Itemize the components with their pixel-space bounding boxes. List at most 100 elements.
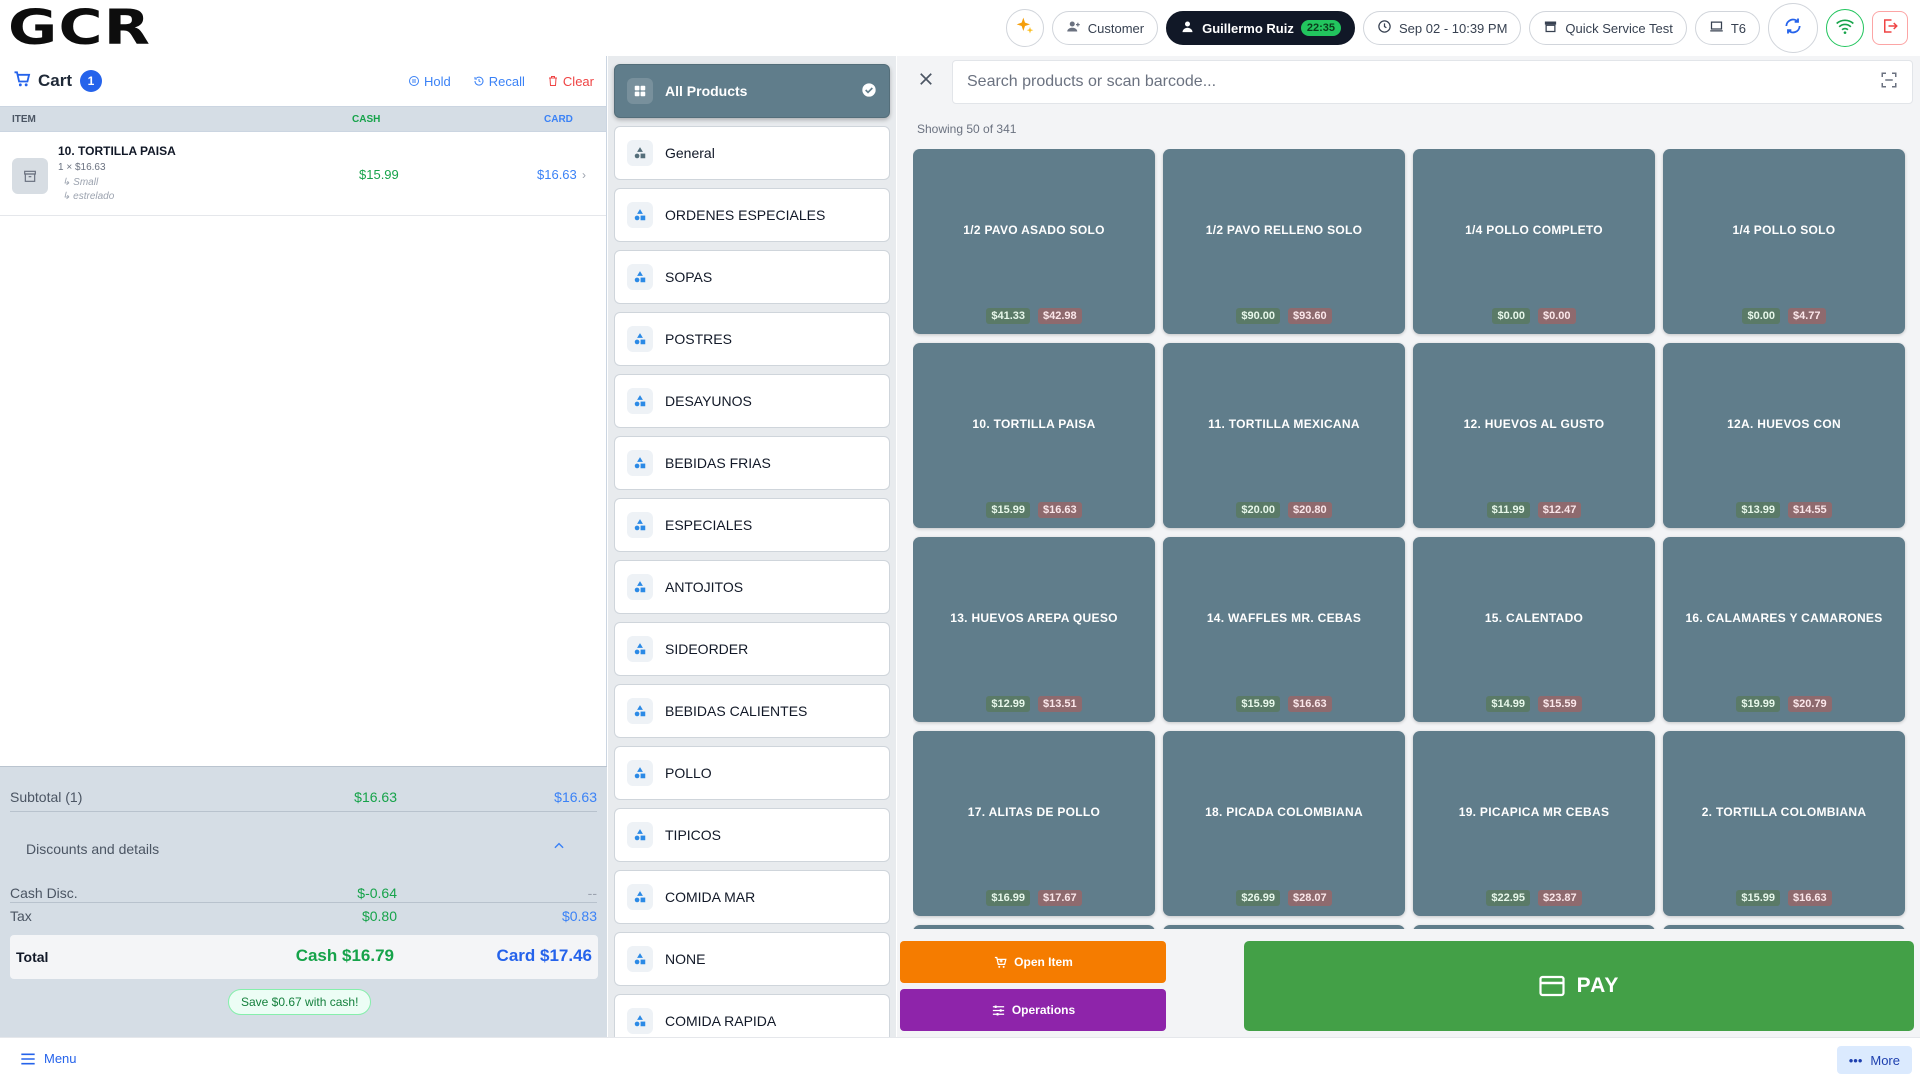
- product-tile[interactable]: [913, 925, 1155, 929]
- category-label: General: [665, 145, 715, 161]
- product-tile[interactable]: 11. TORTILLA MEXICANA $20.00 $20.80: [1163, 343, 1405, 528]
- customer-button[interactable]: Customer: [1051, 11, 1159, 45]
- product-prices: $14.99 $15.59: [1413, 696, 1655, 712]
- store-button[interactable]: Quick Service Test: [1529, 11, 1687, 45]
- product-cash-price: $12.99: [986, 696, 1030, 712]
- operations-button[interactable]: Operations: [900, 989, 1166, 1031]
- product-cash-price: $0.00: [1742, 308, 1780, 324]
- top-actions: Customer Guillermo Ruiz 22:35 Sep 02 - 1…: [1005, 3, 1912, 53]
- hold-button[interactable]: Hold: [408, 74, 451, 89]
- product-name: 16. CALAMARES Y CAMARONES: [1685, 611, 1883, 625]
- category-item[interactable]: POSTRES: [614, 312, 890, 366]
- product-tile[interactable]: 2. TORTILLA COLOMBIANA $15.99 $16.63: [1663, 731, 1905, 916]
- product-name: 13. HUEVOS AREPA QUESO: [950, 611, 1118, 625]
- cart-line-item[interactable]: 10. TORTILLA PAISA 1 × $16.63 ↳ Small ↳ …: [0, 132, 606, 216]
- product-tile[interactable]: 1/4 POLLO SOLO $0.00 $4.77: [1663, 149, 1905, 334]
- shapes-icon: [627, 140, 653, 166]
- category-item[interactable]: ESPECIALES: [614, 498, 890, 552]
- product-name: 11. TORTILLA MEXICANA: [1208, 417, 1360, 431]
- category-item[interactable]: All Products: [614, 64, 890, 118]
- category-item[interactable]: COMIDA MAR: [614, 870, 890, 924]
- product-cash-price: $15.99: [986, 502, 1030, 518]
- barcode-scan-icon[interactable]: [1880, 71, 1898, 94]
- category-item[interactable]: BEBIDAS FRIAS: [614, 436, 890, 490]
- logout-button[interactable]: [1872, 11, 1908, 45]
- product-card-price: $15.59: [1538, 696, 1582, 712]
- product-tile[interactable]: 12A. HUEVOS CON $13.99 $14.55: [1663, 343, 1905, 528]
- product-tile[interactable]: [1663, 925, 1905, 929]
- item-modifier: ↳ estrelado: [62, 191, 115, 202]
- category-item[interactable]: ORDENES ESPECIALES: [614, 188, 890, 242]
- tax-cash: $0.80: [361, 908, 397, 924]
- category-item[interactable]: TIPICOS: [614, 808, 890, 862]
- product-cash-price: $16.99: [986, 890, 1030, 906]
- top-bar: GCR Customer Guillermo Ruiz 22:35: [0, 0, 1920, 56]
- user-button[interactable]: Guillermo Ruiz 22:35: [1166, 11, 1355, 45]
- category-item[interactable]: General: [614, 126, 890, 180]
- product-tile[interactable]: [1163, 925, 1405, 929]
- recall-button[interactable]: Recall: [473, 74, 525, 89]
- ai-assist-button[interactable]: [1005, 9, 1044, 47]
- person-icon: [1180, 19, 1195, 37]
- search-input[interactable]: [967, 73, 1880, 91]
- product-tile[interactable]: 1/2 PAVO ASADO SOLO $41.33 $42.98: [913, 149, 1155, 334]
- store-label: Quick Service Test: [1565, 20, 1673, 36]
- product-prices: $12.99 $13.51: [913, 696, 1155, 712]
- product-tile[interactable]: 14. WAFFLES MR. CEBAS $15.99 $16.63: [1163, 537, 1405, 722]
- discounts-toggle[interactable]: Discounts and details: [26, 841, 160, 857]
- product-cash-price: $14.99: [1486, 696, 1530, 712]
- product-tile[interactable]: 15. CALENTADO $14.99 $15.59: [1413, 537, 1655, 722]
- cash-discount-card: --: [587, 885, 597, 901]
- product-tile[interactable]: 10. TORTILLA PAISA $15.99 $16.63: [913, 343, 1155, 528]
- category-item[interactable]: COMIDA RAPIDA: [614, 994, 890, 1037]
- product-prices: $15.99 $16.63: [913, 502, 1155, 518]
- category-label: POSTRES: [665, 331, 732, 347]
- sync-button[interactable]: [1768, 3, 1818, 53]
- product-card-price: $12.47: [1537, 502, 1582, 518]
- chevron-up-icon[interactable]: [552, 839, 566, 856]
- category-item[interactable]: SIDEORDER: [614, 622, 890, 676]
- product-tile[interactable]: 16. CALAMARES Y CAMARONES $19.99 $20.79: [1663, 537, 1905, 722]
- product-tile[interactable]: 1/4 POLLO COMPLETO $0.00 $0.00: [1413, 149, 1655, 334]
- network-status-button[interactable]: [1826, 9, 1864, 47]
- category-item[interactable]: NONE: [614, 932, 890, 986]
- product-tile[interactable]: 19. PICAPICA MR CEBAS $22.95 $23.87: [1413, 731, 1655, 916]
- category-item[interactable]: DESAYUNOS: [614, 374, 890, 428]
- open-item-button[interactable]: Open Item: [900, 941, 1166, 983]
- divider: [10, 811, 597, 812]
- product-name: 12A. HUEVOS CON: [1727, 417, 1841, 431]
- product-prices: $15.99 $16.63: [1663, 890, 1905, 906]
- category-item[interactable]: BEBIDAS CALIENTES: [614, 684, 890, 738]
- product-tile[interactable]: 12. HUEVOS AL GUSTO $11.99 $12.47: [1413, 343, 1655, 528]
- product-tile[interactable]: 17. ALITAS DE POLLO $16.99 $17.67: [913, 731, 1155, 916]
- product-tile[interactable]: 18. PICADA COLOMBIANA $26.99 $28.07: [1163, 731, 1405, 916]
- close-search-button[interactable]: [917, 70, 935, 93]
- product-prices: $11.99 $12.47: [1413, 502, 1655, 518]
- product-tile[interactable]: [1413, 925, 1655, 929]
- terminal-label: T6: [1730, 20, 1746, 36]
- product-card-price: $20.79: [1788, 696, 1832, 712]
- total-row: Total Cash $16.79 Card $17.46: [10, 935, 598, 979]
- shapes-icon: [627, 760, 653, 786]
- category-item[interactable]: POLLO: [614, 746, 890, 800]
- more-button[interactable]: ••• More: [1836, 1046, 1912, 1074]
- category-label: ANTOJITOS: [665, 579, 744, 595]
- clear-button[interactable]: Clear: [547, 74, 594, 89]
- product-prices: $26.99 $28.07: [1163, 890, 1405, 906]
- category-item[interactable]: SOPAS: [614, 250, 890, 304]
- menu-button[interactable]: Menu: [20, 1051, 77, 1066]
- item-modifier: ↳ Small: [62, 177, 99, 188]
- divider: [10, 902, 597, 903]
- product-cash-price: $90.00: [1236, 308, 1280, 324]
- category-label: TIPICOS: [665, 827, 722, 843]
- total-label: Total: [16, 949, 49, 965]
- terminal-button[interactable]: T6: [1694, 11, 1760, 45]
- save-with-cash-button[interactable]: Save $0.67 with cash!: [228, 989, 372, 1015]
- category-label: All Products: [665, 83, 748, 99]
- datetime-button[interactable]: Sep 02 - 10:39 PM: [1363, 11, 1522, 45]
- category-item[interactable]: ANTOJITOS: [614, 560, 890, 614]
- pay-button[interactable]: PAY: [1244, 941, 1914, 1031]
- product-tile[interactable]: 13. HUEVOS AREPA QUESO $12.99 $13.51: [913, 537, 1155, 722]
- close-icon: [920, 73, 932, 85]
- product-tile[interactable]: 1/2 PAVO RELLENO SOLO $90.00 $93.60: [1163, 149, 1405, 334]
